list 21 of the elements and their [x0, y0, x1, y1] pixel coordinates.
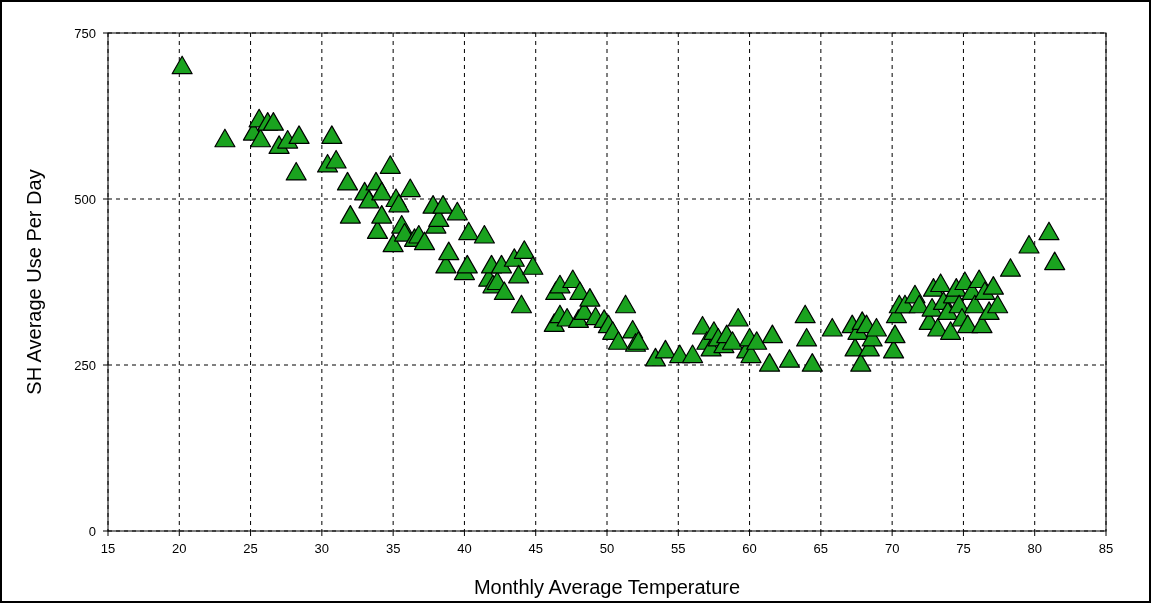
- x-axis-title: Monthly Average Temperature: [473, 576, 741, 598]
- x-tick-label: 65: [813, 541, 829, 556]
- x-tick-label: 35: [385, 541, 401, 556]
- x-tick-label: 85: [1098, 541, 1114, 556]
- x-tick-label: 50: [599, 541, 615, 556]
- y-tick-label: 250: [74, 358, 96, 373]
- x-tick-label: 60: [742, 541, 757, 556]
- x-tick-label: 80: [1027, 541, 1042, 556]
- x-tick-label: 30: [314, 541, 330, 556]
- x-tick-label: 45: [528, 541, 543, 556]
- y-axis-title: SH Average Use Per Day: [23, 169, 45, 395]
- x-tick-label: 20: [172, 541, 187, 556]
- x-tick-label: 55: [671, 541, 686, 556]
- x-tick-label: 70: [884, 541, 900, 556]
- x-tick-label: 75: [956, 541, 971, 556]
- y-tick-label: 750: [74, 26, 96, 41]
- x-tick-label: 25: [243, 541, 258, 556]
- x-tick-label: 40: [457, 541, 472, 556]
- x-tick-label: 15: [100, 541, 116, 556]
- y-tick-label: 0: [88, 524, 96, 539]
- y-tick-label: 500: [74, 192, 96, 207]
